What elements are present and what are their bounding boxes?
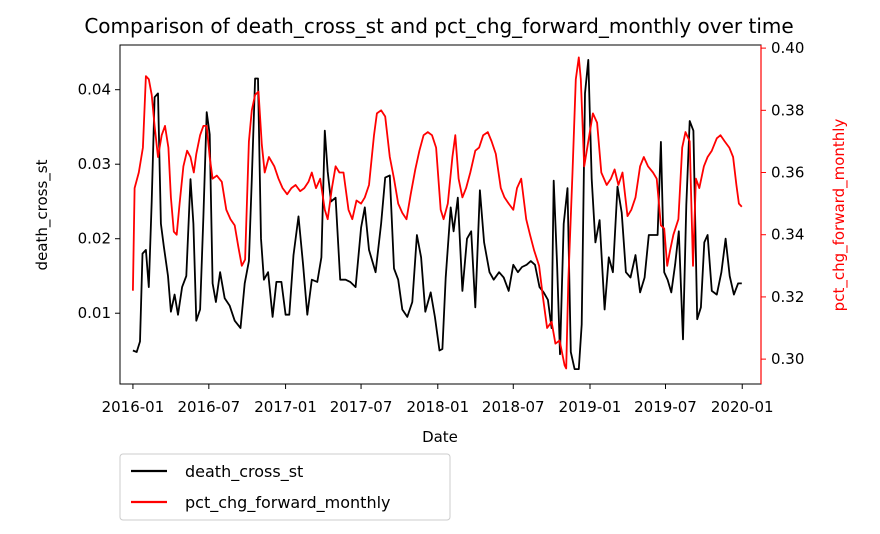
legend-box (119, 453, 451, 521)
chart-title: Comparison of death_cross_st and pct_chg… (84, 14, 793, 38)
plot-layer (132, 56, 743, 371)
x-tick-label: 2019-01 (559, 398, 622, 416)
y-left-tick-label: 0.03 (78, 155, 111, 173)
x-axis-label: Date (422, 428, 458, 446)
x-tick-label: 2019-07 (634, 398, 697, 416)
y-axis-right-label: pct_chg_forward_monthly (830, 119, 849, 312)
x-tick-label: 2020-01 (711, 398, 774, 416)
legend: death_cross_st pct_chg_forward_monthly (119, 453, 451, 521)
series-line-pct-chg-forward-monthly (132, 56, 743, 370)
y-right-tick-label: 0.30 (771, 350, 804, 368)
x-tick-label: 2016-07 (177, 398, 240, 416)
x-tick-label: 2017-01 (254, 398, 317, 416)
y-axis-right: 0.30 0.32 0.34 0.36 0.38 0.40 (760, 39, 804, 384)
x-tick-label: 2016-01 (102, 398, 165, 416)
y-right-tick-label: 0.34 (771, 226, 804, 244)
y-left-tick-label: 0.04 (78, 81, 111, 99)
y-left-tick-label: 0.02 (78, 230, 111, 248)
x-tick-label: 2017-07 (330, 398, 393, 416)
y-axis-left: 0.01 0.02 0.03 0.04 (78, 81, 120, 322)
legend-label-pct-chg-forward-monthly: pct_chg_forward_monthly (185, 493, 391, 513)
y-right-tick-label: 0.36 (771, 164, 804, 182)
x-tick-label: 2018-01 (406, 398, 469, 416)
x-axis: 2016-01 2016-07 2017-01 2017-07 2018-01 2018-… (102, 384, 774, 416)
y-left-tick-label: 0.01 (78, 304, 111, 322)
y-right-tick-label: 0.38 (771, 101, 804, 119)
x-tick-label: 2018-07 (482, 398, 545, 416)
y-right-tick-label: 0.40 (771, 39, 804, 57)
series-line-death-cross-st (132, 59, 742, 371)
legend-label-death-cross-st: death_cross_st (185, 462, 303, 482)
y-axis-left-label: death_cross_st (33, 159, 52, 270)
plot-frame (119, 44, 762, 385)
y-right-tick-label: 0.32 (771, 288, 804, 306)
